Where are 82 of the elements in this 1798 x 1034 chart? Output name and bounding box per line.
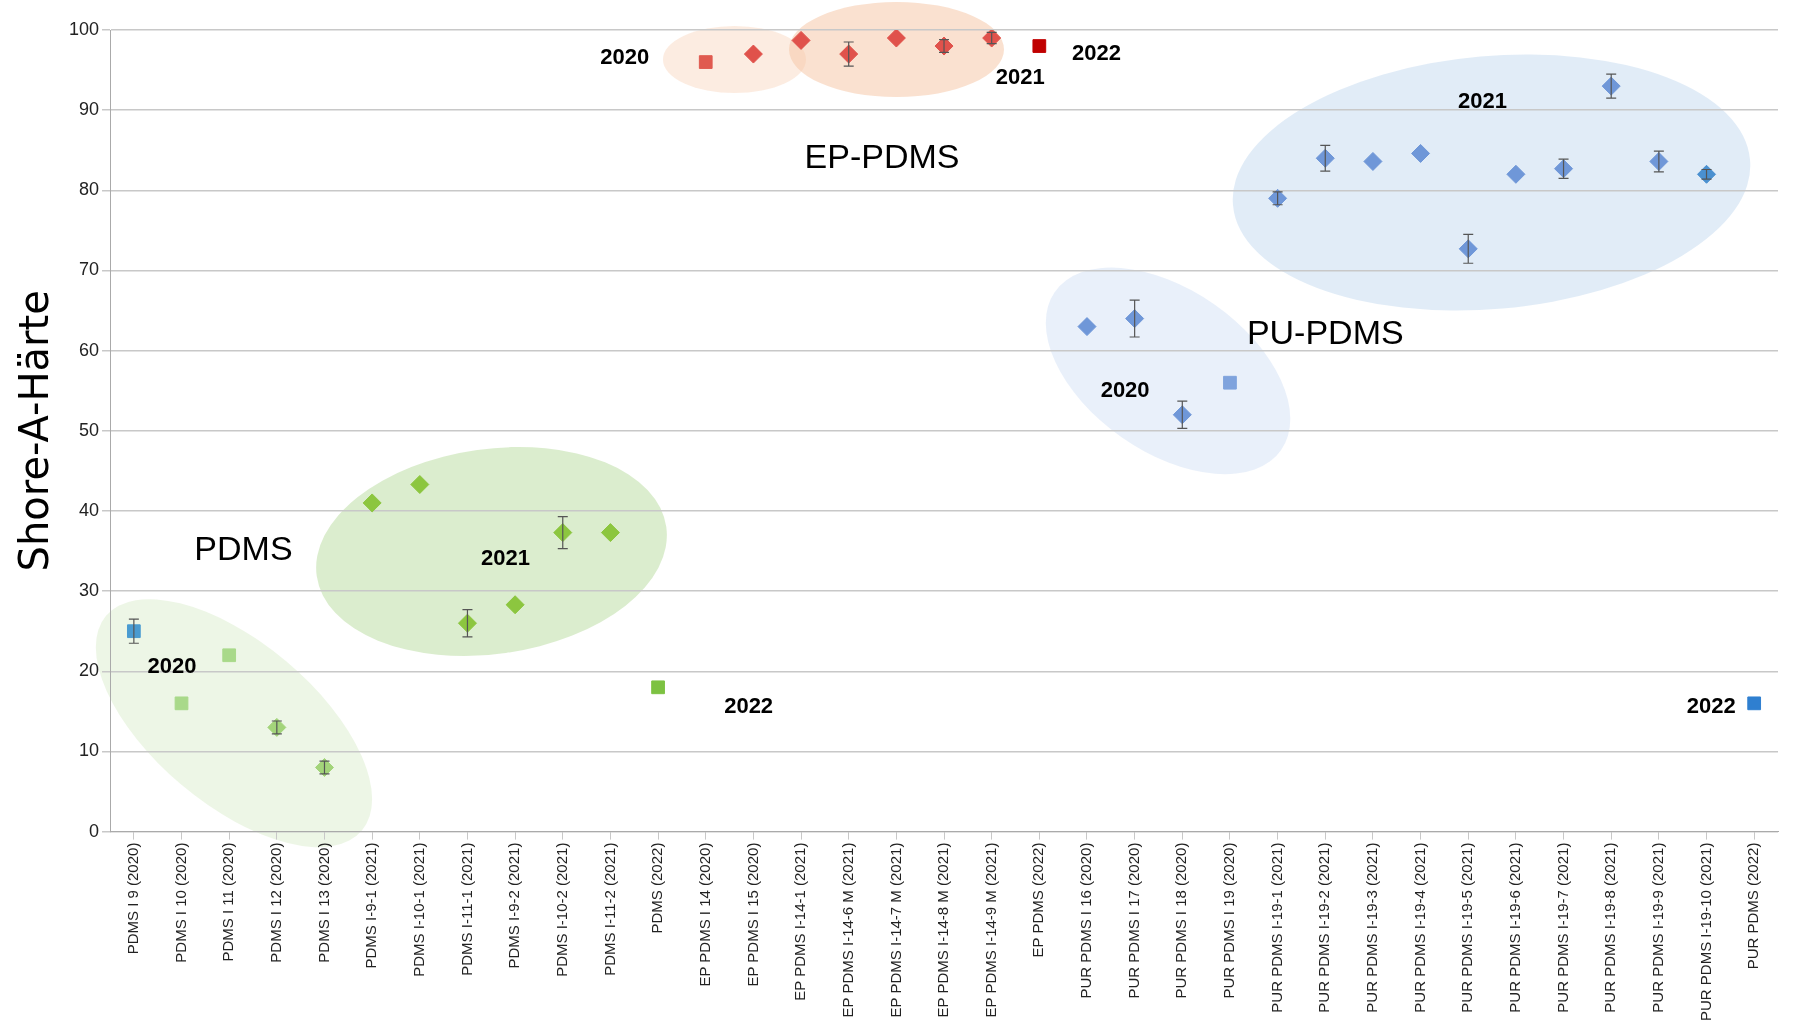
x-tick-label: PDMS I-10-1 (2021) [409, 842, 427, 977]
annotation: 2020 [600, 44, 650, 70]
x-tick-label: PDMS I 11 (2020) [219, 842, 237, 962]
x-tick-label: PUR PDMS I-19-9 (2021) [1649, 842, 1666, 1013]
x-tick-label: EP PDMS (2022) [1029, 842, 1047, 958]
point [362, 493, 382, 513]
annotation: 2022 [1072, 40, 1121, 66]
annotation: 2022 [1686, 693, 1736, 719]
x-tick-label: PUR PDMS I-19-4 (2021) [1410, 842, 1428, 1013]
point [791, 30, 811, 50]
annotation: 2020 [147, 653, 197, 679]
x-tick-label: EP PDMS I 15 (2020) [743, 842, 761, 987]
point [1223, 375, 1237, 390]
x-tick-label: EP PDMS I-14-7 M (2021) [886, 842, 904, 1018]
x-tick-label: PUR PDMS I-19-1 (2021) [1267, 842, 1285, 1013]
point [600, 523, 620, 543]
x-tick-label: PDMS I 12 (2020) [266, 842, 284, 963]
x-tick-label: EP PDMS I 14 (2020) [695, 842, 713, 987]
y-tick-label: 40 [79, 499, 100, 520]
x-tick-label: EP PDMS I-14-6 M (2021) [838, 842, 856, 1018]
point [1601, 76, 1621, 96]
x-tick-label: PUR PDMS I-19-5 (2021) [1458, 842, 1476, 1013]
annotation: EP-PDMS [804, 136, 960, 175]
point [1747, 696, 1762, 711]
y-tick-label: 80 [79, 179, 100, 200]
point [698, 55, 713, 69]
x-tick-label: PUR PDMS I 18 (2020) [1172, 842, 1190, 999]
y-tick-label: 100 [68, 18, 100, 39]
y-tick-label: 30 [79, 580, 100, 601]
y-tick-label: 50 [79, 419, 100, 440]
x-tick-label: PDMS I 9 (2020) [124, 842, 141, 955]
point [174, 696, 189, 711]
x-tick-label: EP PDMS I-14-1 (2021) [791, 842, 809, 1001]
x-tick-label: PDMS I-11-1 (2021) [457, 842, 475, 976]
x-tick-label: PUR PDMS I 19 (2020) [1220, 842, 1238, 999]
x-tick-label: PUR PDMS I-19-8 (2021) [1601, 842, 1619, 1013]
annotation: 2022 [724, 693, 774, 719]
y-tick-label: 70 [79, 259, 100, 280]
point [222, 648, 237, 663]
x-tick-label: PDMS I 10 (2020) [171, 842, 189, 963]
y-tick-label: 10 [79, 740, 100, 761]
y-tick-label: 60 [79, 339, 100, 360]
point [651, 680, 665, 695]
annotation: 2020 [1100, 376, 1150, 402]
annotation: PU-PDMS [1246, 312, 1404, 351]
point [1032, 39, 1047, 53]
point [457, 613, 477, 633]
x-tick-label: PUR PDMS I 17 (2020) [1124, 842, 1142, 999]
point [1077, 317, 1097, 337]
y-tick-label: 90 [79, 99, 100, 120]
x-tick-label: PUR PDMS I-19-7 (2021) [1553, 842, 1571, 1013]
y-tick-label: 20 [79, 660, 100, 681]
point [1172, 405, 1192, 425]
x-tick-label: PUR PDMS I-19-6 (2021) [1506, 842, 1524, 1013]
x-tick-label: PDMS I-11-2 (2021) [600, 842, 618, 976]
x-tick-label: PUR PDMS I-19-3 (2021) [1363, 842, 1381, 1013]
x-tick-label: PUR PDMS I-19-10 (2021) [1696, 842, 1714, 1022]
y-axis-title: Shore-A-Härte [11, 290, 58, 572]
x-tick-label: PDMS I-9-2 (2021) [505, 842, 523, 969]
x-tick-label: EP PDMS I-14-8 M (2021) [934, 842, 952, 1018]
x-tick-label: PDMS I 13 (2020) [314, 842, 332, 963]
x-tick-label: PDMS I-10-2 (2021) [552, 842, 570, 977]
point [743, 44, 763, 64]
point [1506, 164, 1526, 184]
x-tick-label: PUR PDMS (2022) [1744, 842, 1762, 970]
y-tick-label: 0 [89, 820, 100, 841]
point [410, 475, 430, 495]
annotation: 2021 [481, 545, 531, 571]
annotation: 2021 [1458, 88, 1508, 114]
x-tick-label: PUR PDMS I-19-2 (2021) [1315, 842, 1333, 1013]
point [982, 30, 1002, 48]
x-tick-label: PUR PDMS I 16 (2020) [1077, 842, 1095, 999]
point [1411, 143, 1431, 163]
point [505, 595, 525, 615]
annotation: PDMS [194, 529, 293, 568]
point [1458, 239, 1478, 259]
x-tick-label: PDMS (2022) [648, 842, 666, 934]
point [1363, 151, 1383, 171]
x-tick-label: EP PDMS I-14-9 M (2021) [981, 842, 999, 1018]
x-tick-label: PDMS I-9-1 (2021) [362, 842, 380, 969]
annotation: 2021 [995, 64, 1045, 90]
point [886, 30, 906, 48]
